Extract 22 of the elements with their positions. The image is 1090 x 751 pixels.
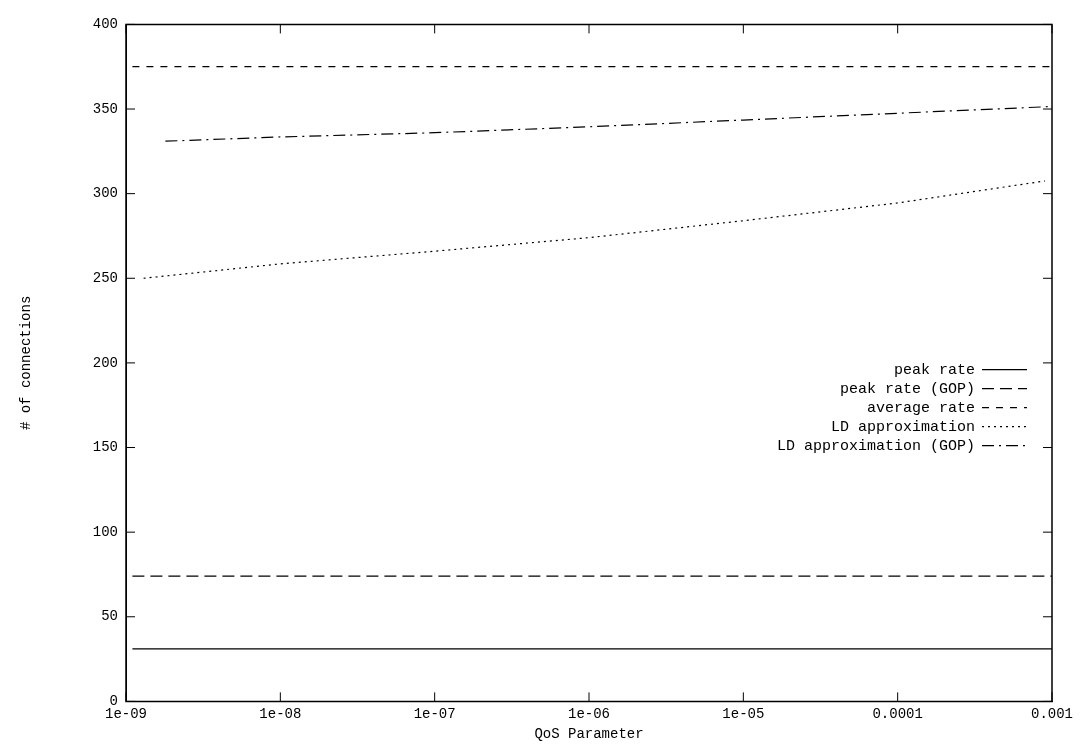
legend-label: peak rate (GOP)	[839, 380, 975, 398]
x-tick-label: 1e-08	[259, 705, 302, 722]
x-tick-label: 1e-09	[105, 705, 148, 722]
y-tick-label: 400	[92, 16, 118, 33]
legend-label: LD approximation	[830, 418, 975, 436]
x-tick-label: 0.001	[1030, 705, 1074, 722]
y-tick-label: 50	[101, 608, 118, 625]
x-tick-label: 0.0001	[872, 705, 923, 722]
y-tick-label: 100	[92, 523, 118, 540]
legend-label: peak rate	[893, 361, 975, 379]
x-tick-label: 1e-06	[567, 705, 611, 722]
x-tick-label: 1e-05	[722, 705, 765, 722]
x-axis-title: QoS Parameter	[534, 726, 644, 743]
y-axis-title: # of connections	[18, 295, 35, 431]
y-tick-label: 350	[92, 100, 118, 117]
x-tick-label: 1e-07	[413, 705, 456, 722]
y-tick-label: 150	[92, 439, 118, 456]
legend-label: LD approximation (GOP)	[776, 437, 975, 455]
legend-label: average rate	[866, 399, 975, 417]
y-tick-label: 300	[92, 185, 118, 202]
y-tick-label: 200	[92, 354, 118, 371]
y-tick-label: 250	[92, 269, 118, 286]
